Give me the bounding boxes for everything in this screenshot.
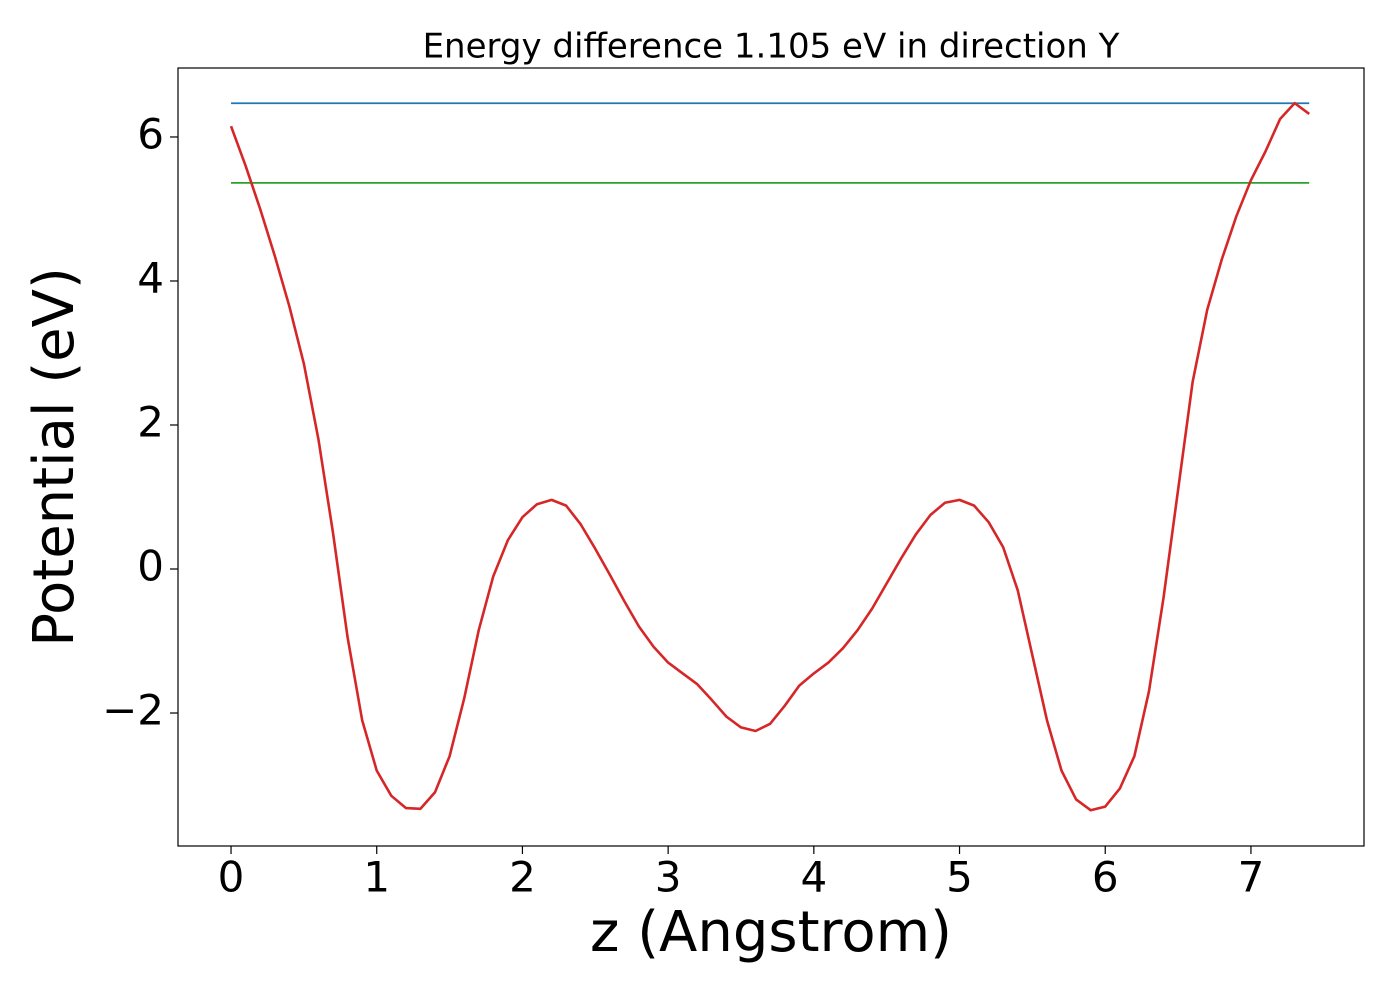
x-tick-label: 6 xyxy=(1092,853,1119,902)
y-tick-label: −2 xyxy=(102,686,164,735)
x-tick-label: 7 xyxy=(1238,853,1265,902)
x-tick-label: 0 xyxy=(218,853,245,902)
y-tick-label: 4 xyxy=(137,253,164,302)
x-tick-label: 2 xyxy=(509,853,536,902)
x-axis-label: z (Angstrom) xyxy=(590,900,952,965)
y-tick-label: 2 xyxy=(137,397,164,446)
x-tick-label: 5 xyxy=(946,853,973,902)
series-line xyxy=(229,101,1310,812)
plot-frame xyxy=(177,67,1365,847)
y-tick-label: 6 xyxy=(137,109,164,158)
x-tick-label: 3 xyxy=(655,853,682,902)
chart-title: Energy difference 1.105 eV in direction … xyxy=(423,27,1120,67)
y-tick-label: 0 xyxy=(137,542,164,591)
y-axis-label: Potential (eV) xyxy=(22,267,87,647)
x-tick-label: 4 xyxy=(800,853,827,902)
x-tick-label: 1 xyxy=(363,853,390,902)
